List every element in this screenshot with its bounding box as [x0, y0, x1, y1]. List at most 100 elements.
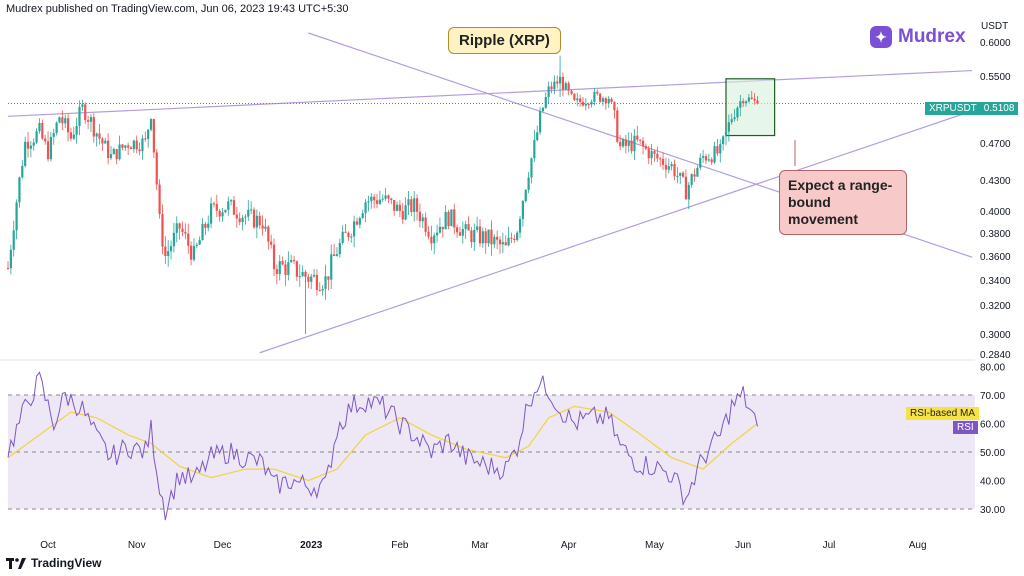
candle-body: [521, 201, 524, 219]
candle-body: [696, 167, 699, 177]
candle-body: [501, 242, 504, 245]
candle-body: [736, 107, 739, 118]
candle-body: [430, 236, 433, 244]
candle-body: [616, 110, 619, 142]
candle-body: [275, 269, 278, 275]
candle-body: [26, 141, 30, 149]
candle-body: [21, 165, 24, 178]
candle-body: [161, 213, 164, 247]
candle-body: [112, 149, 115, 155]
candle-body: [418, 211, 422, 222]
candle-body: [69, 132, 73, 139]
candle-body: [636, 135, 639, 140]
tradingview-wordmark: TradingView: [31, 556, 102, 570]
candle-body: [227, 201, 230, 210]
price-tick-label: 0.4700: [980, 139, 1011, 150]
candle-body: [719, 144, 722, 154]
candle-body: [739, 101, 742, 108]
candle-body: [230, 200, 233, 202]
candle-body: [109, 154, 113, 159]
candle-body: [52, 133, 55, 137]
candle-body: [498, 239, 502, 245]
candle-body: [621, 139, 625, 147]
candle-body: [630, 140, 633, 152]
candle-body: [393, 200, 396, 211]
candle-body: [441, 226, 444, 230]
candle-body: [727, 122, 730, 132]
range-note: Expect a range-bound movement: [779, 170, 907, 235]
candle-body: [127, 145, 130, 148]
candle-body: [576, 98, 579, 101]
candle-body: [92, 117, 95, 137]
candle-body: [353, 221, 356, 237]
candle-body: [587, 103, 590, 105]
candle-body: [121, 144, 124, 148]
candle-body: [58, 117, 61, 123]
candle-body: [358, 218, 361, 225]
candle-body: [290, 260, 293, 263]
candle-body: [215, 203, 218, 211]
candle-body: [461, 228, 464, 236]
candle-body: [167, 251, 170, 257]
candle-body: [713, 146, 716, 163]
candle-body: [252, 209, 256, 228]
candle-body: [424, 217, 427, 232]
candle-body: [307, 276, 310, 282]
candle-body: [104, 140, 107, 144]
candle-body: [722, 136, 725, 145]
candle-body: [510, 237, 513, 239]
candle-body: [647, 148, 650, 159]
candle-body: [653, 151, 656, 154]
candle-body: [327, 276, 330, 280]
candle-body: [684, 176, 688, 200]
candle-body: [384, 195, 387, 199]
candle-body: [687, 184, 690, 200]
candle-body: [690, 174, 693, 185]
candle-body: [650, 151, 653, 159]
candle-body: [235, 214, 238, 219]
candle-body: [118, 144, 121, 160]
candle-body: [533, 140, 536, 159]
candle-body: [390, 198, 393, 201]
candle-body: [355, 221, 359, 225]
candle-body: [438, 226, 442, 233]
candle-body: [476, 226, 479, 230]
x-tick-label: Dec: [214, 540, 232, 551]
range-box: [725, 78, 776, 137]
candle-body: [338, 242, 341, 255]
candle-body: [164, 246, 167, 257]
candle-body: [232, 200, 236, 215]
candle-body: [570, 90, 573, 94]
price-tick-label: 0.3000: [980, 330, 1011, 341]
price-unit: USDT: [981, 21, 1009, 32]
candle-body: [324, 276, 327, 289]
candle-body: [556, 81, 559, 84]
candle-body: [676, 175, 679, 177]
rsi-tick-label: 30.00: [980, 505, 1005, 516]
candle-body: [135, 140, 138, 150]
candle-body: [527, 177, 530, 190]
candle-body: [693, 174, 696, 177]
candle-body: [46, 141, 50, 160]
candle-body: [601, 98, 605, 102]
candle-body: [547, 86, 550, 98]
candle-body: [181, 228, 184, 232]
candle-body: [667, 166, 670, 170]
candle-body: [435, 232, 439, 236]
candle-body: [538, 111, 542, 133]
candle-body: [375, 200, 379, 204]
candle-body: [704, 156, 708, 161]
x-tick-label: Jun: [735, 540, 751, 551]
candle-body: [450, 209, 453, 227]
rsi-tick-label: 50.00: [980, 448, 1005, 459]
candle-body: [333, 254, 336, 256]
candle-body: [633, 135, 636, 152]
candle-body: [750, 97, 753, 99]
brand-logo: ✦ Mudrex: [870, 26, 966, 48]
candle-body: [238, 218, 241, 223]
candle-body: [444, 211, 447, 230]
candle-body: [536, 132, 539, 141]
candle-body: [284, 264, 287, 275]
candle-body: [315, 274, 319, 290]
rsi-legend: RSI: [953, 421, 978, 434]
